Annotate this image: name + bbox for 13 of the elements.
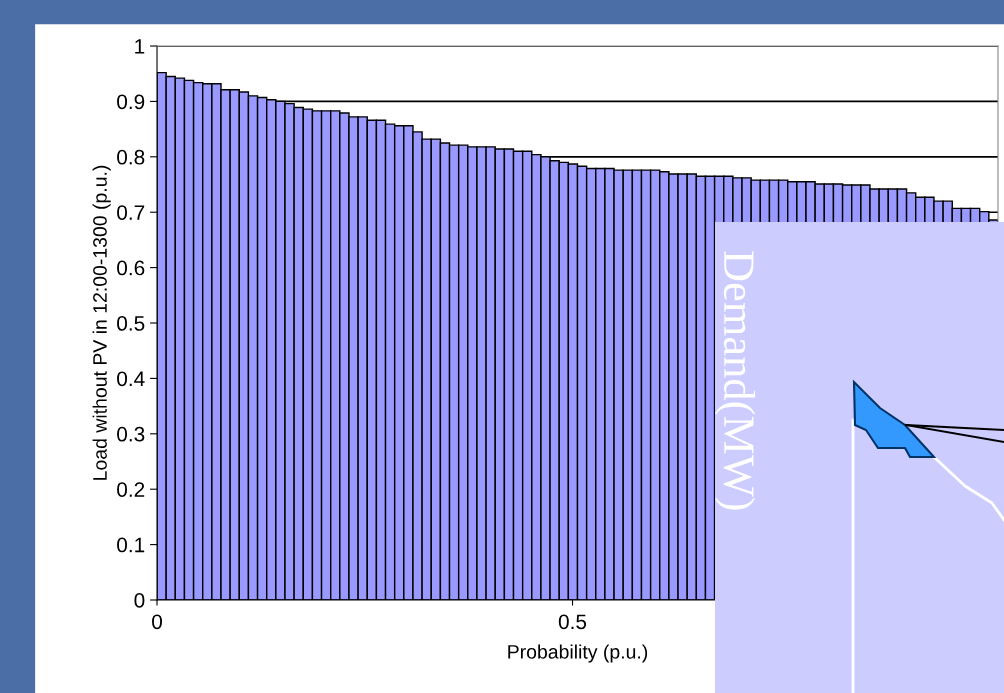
y-tick-label: 0.1 xyxy=(117,537,145,553)
y-tick-label: 0.5 xyxy=(117,316,145,331)
y-tick-label: 0.4 xyxy=(117,371,145,387)
y-tick-label: 0.9 xyxy=(117,94,145,110)
y-tick-label: 0.7 xyxy=(117,205,145,220)
y-tick-label: 0 xyxy=(134,593,145,608)
y-tick-label: 0.3 xyxy=(117,426,145,442)
y-axis-title: Load without PV in 12:00-1300 (p.u.) xyxy=(92,165,111,480)
y-tick-label: 1 xyxy=(135,39,145,54)
x-axis-title: Probability (p.u.) xyxy=(508,644,648,663)
y-tick-label: 0.8 xyxy=(117,149,145,165)
y-tick-label: 0.2 xyxy=(117,482,145,497)
y-tick-label: 0.6 xyxy=(117,260,145,276)
